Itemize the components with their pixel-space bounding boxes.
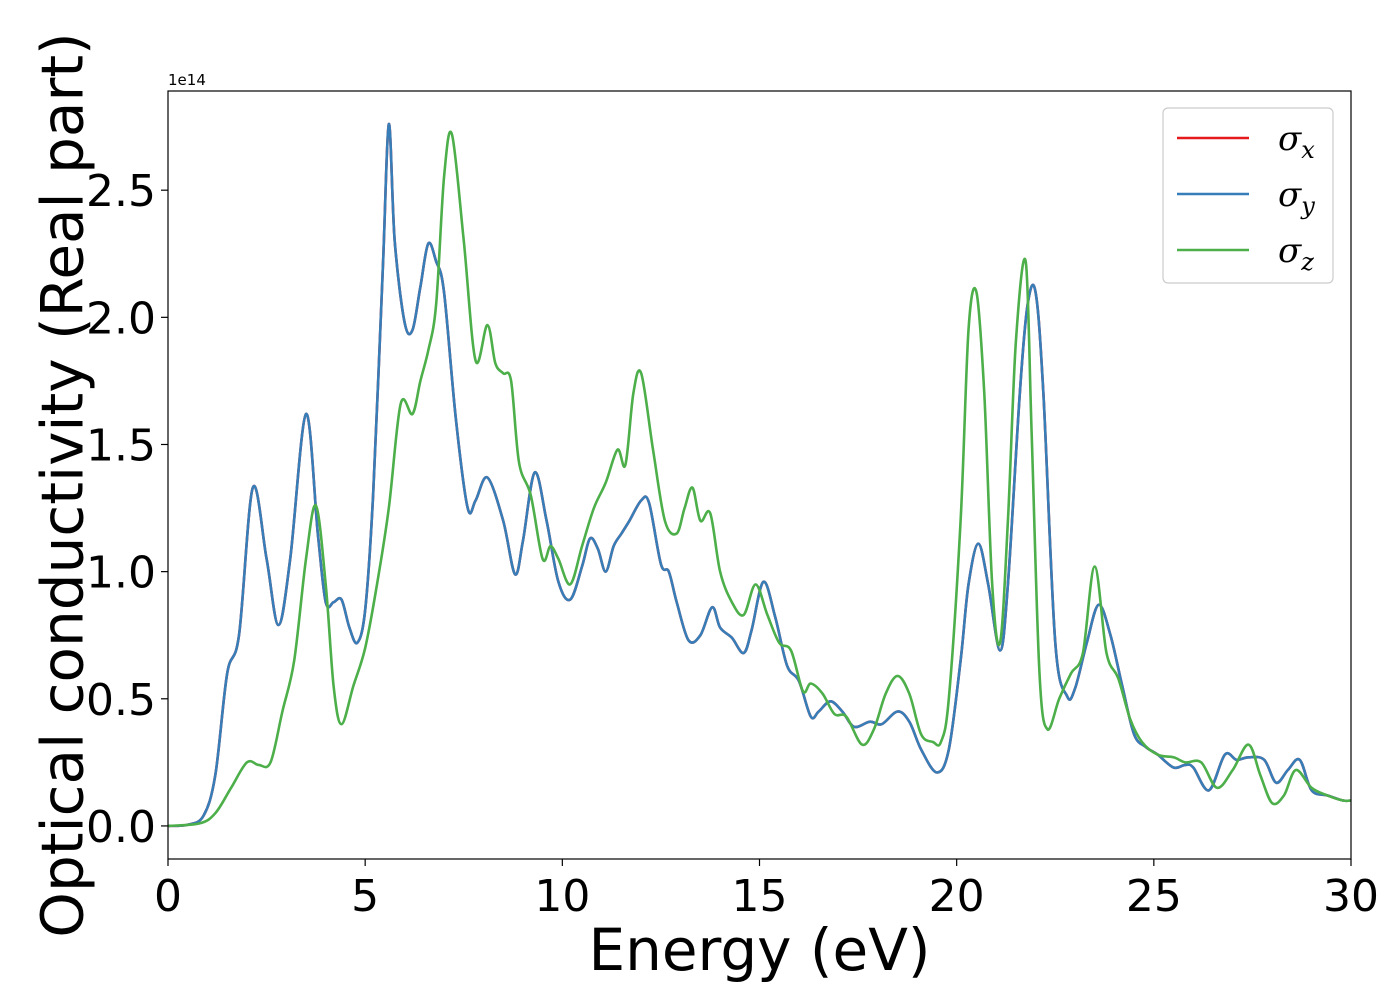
series-line-y: [168, 122, 1351, 828]
x-axis: 0 5 10 15 20 25 30: [154, 859, 1379, 922]
y-axis-title: Optical conductivity (Real part): [28, 32, 96, 937]
y-axis: 0.0 0.5 1.0 1.5 2.0 2.5: [86, 166, 168, 853]
x-tick-label: 5: [351, 871, 379, 922]
legend-entry-x: σx: [1278, 119, 1315, 164]
legend-entry-z: σz: [1278, 231, 1314, 276]
x-tick-label: 15: [732, 871, 788, 922]
series-layer: [168, 122, 1351, 828]
x-tick-label: 20: [929, 871, 985, 922]
legend-entry-y: σy: [1278, 175, 1315, 220]
x-tick-label: 25: [1126, 871, 1182, 922]
legend: σx σy σz: [1162, 107, 1334, 284]
y-tick-label: 2.0: [86, 293, 156, 344]
series-line-z: [168, 130, 1351, 828]
y-tick-label: 1.5: [86, 420, 156, 471]
x-tick-label: 0: [154, 871, 182, 922]
y-tick-label: 0.5: [86, 675, 156, 726]
y-tick-label: 0.0: [86, 802, 156, 853]
legend-box: [1162, 107, 1334, 284]
y-tick-label: 1.0: [86, 548, 156, 599]
y-offset-label: 1e14: [168, 71, 206, 89]
x-tick-label: 10: [534, 871, 590, 922]
x-axis-title: Energy (eV): [588, 916, 930, 984]
y-tick-label: 2.5: [86, 166, 156, 217]
x-tick-label: 30: [1323, 871, 1379, 922]
